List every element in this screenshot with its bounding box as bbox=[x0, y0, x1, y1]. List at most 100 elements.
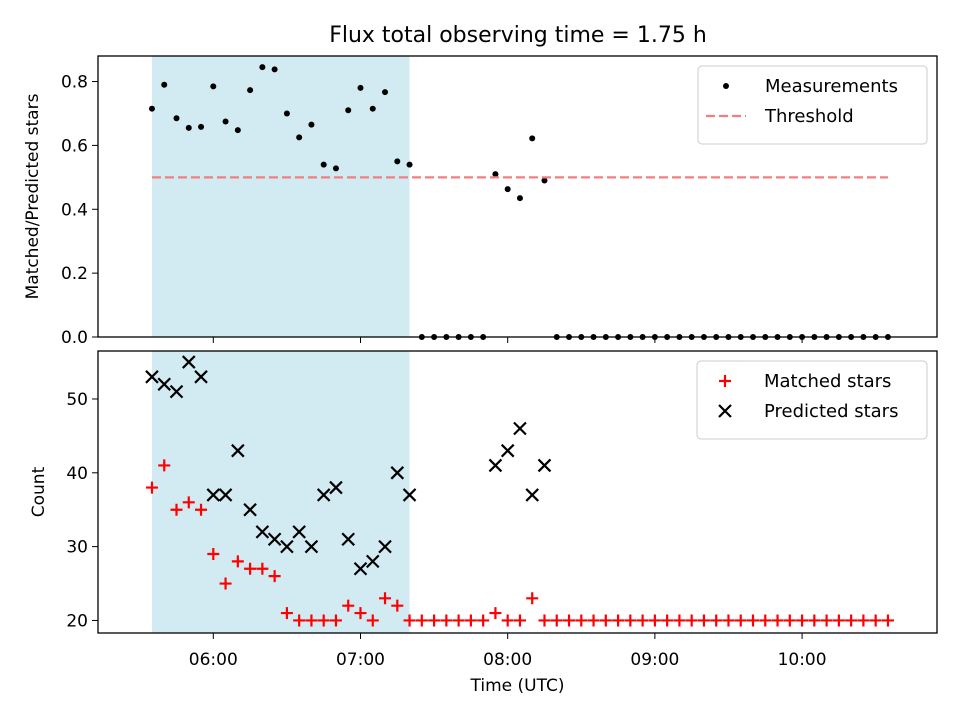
panel-1: 0.0 0.2 0.4 0.6 0.8 Matched/Predicted stars Me… bbox=[23, 55, 938, 348]
measurement-point bbox=[320, 161, 327, 168]
matched-stars-point bbox=[783, 614, 796, 627]
matched-stars-point bbox=[317, 614, 330, 627]
matched-stars-point bbox=[231, 555, 244, 568]
panel-2: 20 30 40 50 Count Matched stars Predicted star… bbox=[29, 350, 938, 639]
predicted-stars-point bbox=[145, 370, 159, 384]
measurement-point bbox=[516, 195, 523, 202]
measurement-point bbox=[492, 171, 499, 178]
measurement-point bbox=[234, 127, 241, 134]
x-tick-label: 10:00 bbox=[778, 650, 827, 670]
matched-stars-point bbox=[391, 599, 404, 612]
predicted-stars-point bbox=[365, 554, 380, 569]
axes-frame bbox=[97, 350, 938, 634]
x-tick-label: 07:00 bbox=[336, 650, 385, 670]
matched-stars-point bbox=[477, 614, 490, 627]
matched-stars-point bbox=[599, 614, 612, 627]
matched-stars-point bbox=[513, 614, 526, 627]
measurement-point bbox=[259, 64, 266, 71]
figure-title: Flux total observing time = 1.75 h bbox=[329, 23, 707, 48]
measurement-point bbox=[173, 115, 180, 122]
observing-interval-shade bbox=[151, 56, 410, 337]
matched-stars-point bbox=[869, 614, 882, 627]
predicted-stars-point bbox=[329, 480, 343, 495]
y-tick-label: 50 bbox=[66, 390, 88, 410]
legend-label: Threshold bbox=[764, 106, 854, 127]
matched-stars-point bbox=[587, 614, 600, 627]
predicted-stars-point bbox=[341, 532, 356, 547]
legend-box bbox=[696, 360, 928, 440]
matched-stars-point bbox=[575, 614, 588, 627]
legend-label: Predicted stars bbox=[764, 401, 898, 422]
predicted-stars-point bbox=[194, 370, 208, 384]
matched-stars-point bbox=[280, 607, 293, 620]
matched-stars-point bbox=[636, 614, 649, 627]
measurement-point bbox=[283, 110, 290, 117]
predicted-stars-point bbox=[243, 502, 257, 517]
legend: Measurements Threshold bbox=[697, 65, 928, 145]
predicted-stars-point bbox=[157, 377, 172, 391]
matched-stars-point bbox=[722, 614, 735, 627]
measurement-point bbox=[345, 107, 352, 114]
matched-stars-point bbox=[648, 614, 661, 627]
legend-label: Measurements bbox=[765, 76, 898, 97]
legend: Matched stars Predicted stars bbox=[696, 360, 928, 440]
matched-stars-point bbox=[219, 577, 232, 590]
predicted-stars-point bbox=[255, 525, 270, 539]
measurement-point bbox=[332, 165, 339, 172]
measurement-point bbox=[148, 105, 155, 112]
predicted-stars-point bbox=[353, 561, 368, 576]
predicted-stars-point bbox=[525, 488, 539, 502]
matched-stars-point bbox=[563, 614, 576, 627]
predicted-stars-point bbox=[316, 488, 331, 502]
matched-stars-point bbox=[268, 570, 281, 583]
matched-stars-point bbox=[612, 614, 625, 627]
matched-stars-point bbox=[293, 614, 306, 627]
x-tick-label: 08:00 bbox=[483, 650, 532, 670]
axes-frame bbox=[97, 55, 938, 338]
matched-stars-point bbox=[845, 614, 858, 627]
matched-stars-point bbox=[857, 614, 870, 627]
matched-stars-point bbox=[808, 614, 821, 627]
y-axis-label: Matched/Predicted stars bbox=[23, 93, 43, 299]
matched-stars-point bbox=[195, 503, 208, 516]
measurement-point bbox=[210, 83, 217, 90]
y-tick-label: 0.2 bbox=[61, 264, 88, 284]
y-tick-label: 30 bbox=[66, 538, 88, 558]
predicted-stars-point bbox=[206, 488, 221, 502]
observing-interval-shade bbox=[151, 351, 410, 633]
x-tick-label: 09:00 bbox=[630, 650, 679, 670]
matched-stars-point bbox=[550, 614, 563, 627]
predicted-stars-point bbox=[513, 421, 527, 436]
predicted-stars-point bbox=[218, 488, 233, 502]
matched-stars-point bbox=[489, 607, 502, 620]
matched-stars-point bbox=[673, 614, 686, 627]
measurement-point bbox=[529, 135, 536, 142]
measurement-point bbox=[394, 158, 401, 165]
legend-label: Matched stars bbox=[764, 371, 891, 392]
predicted-stars-point bbox=[267, 532, 282, 547]
measurement-point bbox=[541, 177, 548, 184]
measurement-point bbox=[308, 121, 315, 128]
legend-plus-marker bbox=[719, 375, 731, 387]
y-tick-label: 40 bbox=[66, 464, 88, 484]
matched-stars-point bbox=[342, 599, 355, 612]
measurement-point bbox=[222, 118, 229, 125]
matched-stars-point bbox=[366, 614, 379, 627]
matched-stars-point bbox=[329, 614, 342, 627]
predicted-stars-point bbox=[280, 539, 294, 554]
matched-stars-point bbox=[256, 562, 269, 575]
matched-stars-point bbox=[747, 614, 760, 627]
y-tick-label: 0.0 bbox=[61, 328, 88, 348]
matched-stars-point bbox=[685, 614, 698, 627]
matched-stars-point bbox=[710, 614, 723, 627]
measurement-point bbox=[161, 81, 168, 88]
matched-stars-point bbox=[244, 562, 257, 575]
matched-stars-point bbox=[158, 459, 171, 472]
measurement-point bbox=[185, 124, 192, 131]
matched-stars-point bbox=[354, 607, 367, 620]
predicted-stars-point bbox=[378, 539, 392, 554]
predicted-stars-point bbox=[402, 488, 417, 502]
matched-stars-point bbox=[440, 614, 453, 627]
predicted-stars-point bbox=[181, 355, 196, 369]
